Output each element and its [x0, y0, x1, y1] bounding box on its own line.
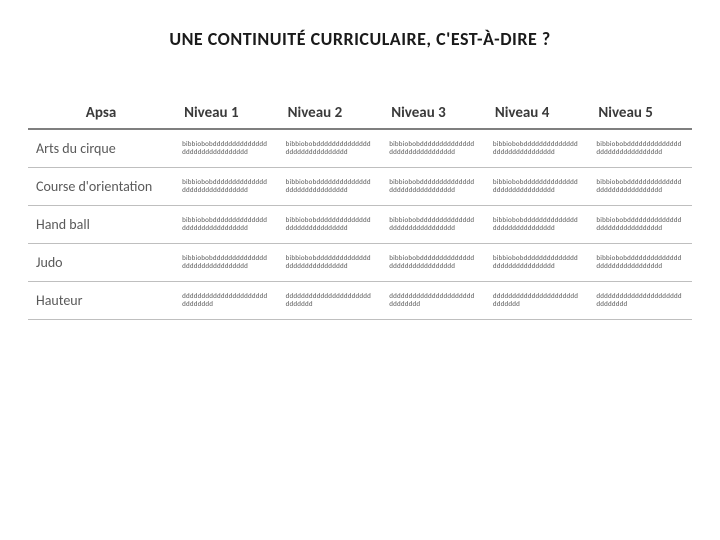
table-row: Hauteurddddddddddddddddddddddddddddddddd… [28, 282, 692, 320]
table-head: ApsaNiveau 1Niveau 2Niveau 3Niveau 4Nive… [28, 98, 692, 129]
cell-text: bibbiobobdddddddddddddddddddddddddddddd [493, 140, 581, 156]
cell-text: ddddddddddddddddddddddddddddd [493, 292, 581, 308]
table-cell: bibbiobobdddddddddddddddddddddddddddddd [278, 129, 382, 168]
cell-text: bibbiobobddddddddddddddddddddddddddddddd [596, 178, 684, 194]
curriculum-table: ApsaNiveau 1Niveau 2Niveau 3Niveau 4Nive… [28, 98, 692, 320]
table-cell: bibbiobobddddddddddddddddddddddddddddddd [381, 206, 485, 244]
table-cell: bibbiobobddddddddddddddddddddddddddddddd [588, 244, 692, 282]
table-cell: bibbiobobdddddddddddddddddddddddddddddd [278, 206, 382, 244]
row-label: Judo [28, 244, 174, 282]
cell-text: bibbiobobddddddddddddddddddddddddddddddd [389, 216, 477, 232]
cell-text: bibbiobobddddddddddddddddddddddddddddddd [596, 140, 684, 156]
table-cell: bibbiobobdddddddddddddddddddddddddddddd [485, 129, 589, 168]
row-label: Course d'orientation [28, 168, 174, 206]
page-title: UNE CONTINUITÉ CURRICULAIRE, C'EST-À-DIR… [169, 28, 550, 50]
row-label: Hauteur [28, 282, 174, 320]
row-label: Hand ball [28, 206, 174, 244]
slide: UNE CONTINUITÉ CURRICULAIRE, C'EST-À-DIR… [0, 0, 720, 540]
col-header: Niveau 1 [174, 98, 278, 129]
cell-text: dddddddddddddddddddddddddddddd [182, 292, 270, 308]
cell-text: bibbiobobdddddddddddddddddddddddddddddd [286, 140, 374, 156]
table-cell: bibbiobobddddddddddddddddddddddddddddddd [588, 129, 692, 168]
table-cell: bibbiobobddddddddddddddddddddddddddddddd [588, 168, 692, 206]
cell-text: bibbiobobdddddddddddddddddddddddddddddd [286, 178, 374, 194]
col-header: Niveau 3 [381, 98, 485, 129]
table-row: Arts du cirque bibbiobobddddddddddddddddd… [28, 129, 692, 168]
col-header: Niveau 4 [485, 98, 589, 129]
cell-text: bibbiobobdddddddddddddddddddddddddddddd [493, 254, 581, 270]
table-cell: dddddddddddddddddddddddddddddd [588, 282, 692, 320]
title-wrap: UNE CONTINUITÉ CURRICULAIRE, C'EST-À-DIR… [28, 28, 692, 50]
cell-text: bibbiobobdddddddddddddddddddddddddddddd [286, 254, 374, 270]
cell-text: bibbiobobddddddddddddddddddddddddddddddd [182, 216, 270, 232]
table-cell: bibbiobobdddddddddddddddddddddddddddddd [485, 244, 589, 282]
table-cell: bibbiobobddddddddddddddddddddddddddddddd [381, 168, 485, 206]
cell-text: bibbiobobddddddddddddddddddddddddddddddd [182, 254, 270, 270]
table-cell: dddddddddddddddddddddddddddddd [381, 282, 485, 320]
row-label: Arts du cirque [28, 129, 174, 168]
table-cell: bibbiobobdddddddddddddddddddddddddddddd [485, 206, 589, 244]
col-header: Niveau 5 [588, 98, 692, 129]
table-cell: bibbiobobddddddddddddddddddddddddddddddd [174, 129, 278, 168]
cell-text: bibbiobobddddddddddddddddddddddddddddddd [389, 254, 477, 270]
cell-text: bibbiobobddddddddddddddddddddddddddddddd [596, 254, 684, 270]
cell-text: bibbiobobddddddddddddddddddddddddddddddd [182, 140, 270, 156]
cell-text: bibbiobobddddddddddddddddddddddddddddddd [389, 140, 477, 156]
cell-text: bibbiobobdddddddddddddddddddddddddddddd [286, 216, 374, 232]
table-cell: bibbiobobddddddddddddddddddddddddddddddd [174, 168, 278, 206]
table-cell: dddddddddddddddddddddddddddddd [174, 282, 278, 320]
cell-text: bibbiobobdddddddddddddddddddddddddddddd [493, 216, 581, 232]
table-cell: bibbiobobdddddddddddddddddddddddddddddd [485, 168, 589, 206]
cell-text: ddddddddddddddddddddddddddddd [286, 292, 374, 308]
col-header: Apsa [28, 98, 174, 129]
table-body: Arts du cirque bibbiobobddddddddddddddddd… [28, 129, 692, 320]
table-cell: bibbiobobdddddddddddddddddddddddddddddd [278, 168, 382, 206]
table-row: Hand ball bibbiobobdddddddddddddddddddddd… [28, 206, 692, 244]
table-cell: ddddddddddddddddddddddddddddd [485, 282, 589, 320]
table-row: Course d'orientation bibbiobobddddddddddd… [28, 168, 692, 206]
cell-text: dddddddddddddddddddddddddddddd [596, 292, 684, 308]
cell-text: bibbiobobddddddddddddddddddddddddddddddd [596, 216, 684, 232]
cell-text: dddddddddddddddddddddddddddddd [389, 292, 477, 308]
table-cell: bibbiobobddddddddddddddddddddddddddddddd [381, 129, 485, 168]
table-header-row: ApsaNiveau 1Niveau 2Niveau 3Niveau 4Nive… [28, 98, 692, 129]
cell-text: bibbiobobddddddddddddddddddddddddddddddd [389, 178, 477, 194]
table-cell: bibbiobobddddddddddddddddddddddddddddddd [381, 244, 485, 282]
table-cell: ddddddddddddddddddddddddddddd [278, 282, 382, 320]
table-cell: bibbiobobdddddddddddddddddddddddddddddd [278, 244, 382, 282]
table-cell: bibbiobobddddddddddddddddddddddddddddddd [174, 244, 278, 282]
cell-text: bibbiobobdddddddddddddddddddddddddddddd [493, 178, 581, 194]
cell-text: bibbiobobddddddddddddddddddddddddddddddd [182, 178, 270, 194]
table-row: Judo bibbiobobddddddddddddddddddddddddddd… [28, 244, 692, 282]
table-cell: bibbiobobddddddddddddddddddddddddddddddd [588, 206, 692, 244]
table-cell: bibbiobobddddddddddddddddddddddddddddddd [174, 206, 278, 244]
col-header: Niveau 2 [278, 98, 382, 129]
